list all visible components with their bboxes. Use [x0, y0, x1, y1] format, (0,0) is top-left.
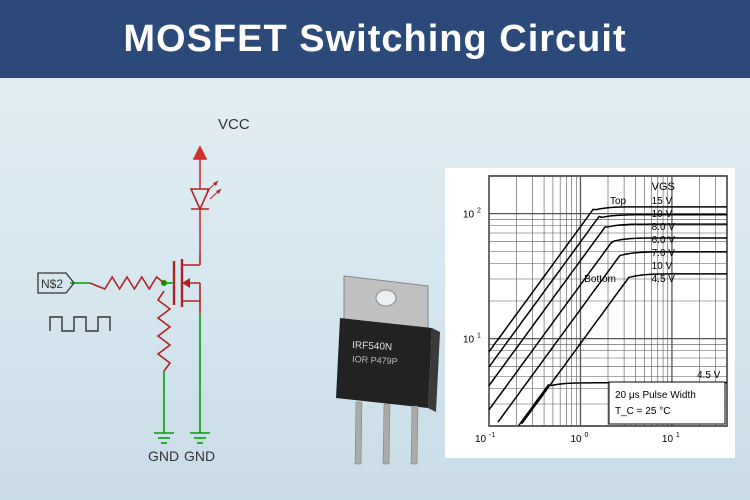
svg-text:15 V: 15 V	[652, 196, 673, 207]
content-area: VCCGNDN$2GND IRF540NIOR P479P 10-1100101…	[0, 78, 750, 500]
svg-text:IRF540N: IRF540N	[352, 340, 393, 353]
svg-text:N$2: N$2	[41, 277, 63, 291]
svg-text:1: 1	[676, 432, 680, 439]
svg-text:10: 10	[475, 434, 487, 445]
svg-text:10: 10	[463, 335, 475, 346]
mosfet-to220-icon: IRF540NIOR P479P	[310, 268, 450, 468]
characteristics-chart: 10-1100101101102VGS15 V10 V8.0 V6.0 V7.0…	[445, 168, 735, 458]
svg-text:8.0 V: 8.0 V	[652, 222, 676, 233]
svg-text:10: 10	[662, 434, 674, 445]
svg-text:10: 10	[463, 210, 475, 221]
svg-text:GND: GND	[148, 448, 179, 464]
svg-text:4.5 V: 4.5 V	[652, 274, 676, 285]
svg-text:1: 1	[477, 333, 481, 340]
svg-text:-1: -1	[489, 432, 495, 439]
svg-text:10 V: 10 V	[652, 209, 673, 220]
svg-text:Bottom: Bottom	[584, 274, 616, 285]
svg-text:4.5 V: 4.5 V	[697, 370, 721, 381]
svg-text:10 V: 10 V	[652, 261, 673, 272]
svg-text:T_C = 25 °C: T_C = 25 °C	[615, 406, 670, 417]
page-title: MOSFET Switching Circuit	[123, 18, 626, 61]
svg-text:2: 2	[477, 208, 481, 215]
svg-text:VGS: VGS	[652, 181, 675, 193]
svg-text:Top: Top	[610, 196, 627, 207]
svg-text:20 μs Pulse Width: 20 μs Pulse Width	[615, 390, 696, 401]
title-banner: MOSFET Switching Circuit	[0, 0, 750, 78]
main-infographic: MOSFET Switching Circuit VCC GND N$2 GND IR…	[0, 0, 750, 500]
svg-text:7.0 V: 7.0 V	[652, 248, 676, 259]
svg-text:10: 10	[570, 434, 582, 445]
svg-text:6.0 V: 6.0 V	[652, 235, 676, 246]
svg-text:GND: GND	[184, 448, 215, 464]
svg-text:VCC: VCC	[218, 116, 250, 133]
circuit-schematic: VCC GND N$2 GND	[30, 103, 280, 483]
svg-text:0: 0	[584, 432, 588, 439]
